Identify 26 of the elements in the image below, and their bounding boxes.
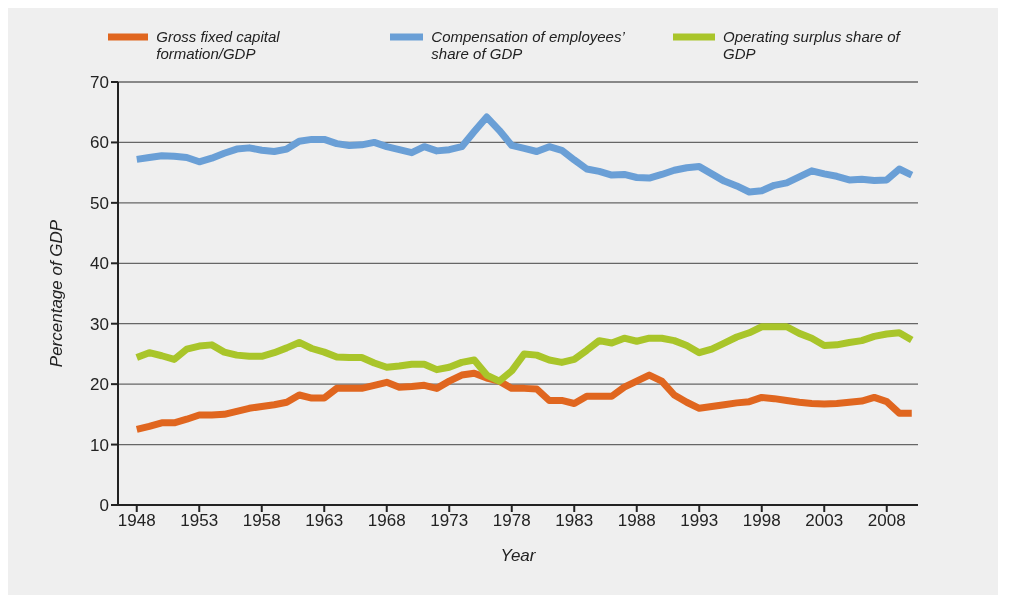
x-tick-label: 1963 (305, 511, 344, 531)
y-axis-title: Percentage of GDP (47, 219, 67, 368)
x-tick-label: 1958 (242, 511, 281, 531)
x-tick-label: 1973 (430, 511, 469, 531)
y-tick-label: 50 (90, 193, 109, 213)
y-tick-label: 20 (90, 375, 109, 395)
x-tick-label: 1968 (367, 511, 406, 531)
y-tick-label: 70 (90, 73, 109, 93)
x-tick-label: 1953 (180, 511, 219, 531)
y-tick-label: 10 (90, 435, 109, 455)
x-axis-title: Year (500, 546, 537, 565)
x-tick-label: 1988 (617, 511, 656, 531)
legend-label: Compensation of employees’ share of GDP (431, 28, 626, 62)
y-tick-label: 60 (90, 133, 109, 153)
x-tick-label: 2003 (805, 511, 844, 531)
x-tick-label: 1993 (680, 511, 719, 531)
y-tick-label: 40 (90, 254, 109, 274)
y-tick-label: 30 (90, 314, 109, 334)
x-tick-label: 1978 (492, 511, 531, 531)
x-tick-label: 1948 (117, 511, 156, 531)
x-tick-label: 1998 (742, 511, 781, 531)
y-tick-label: 0 (99, 496, 109, 516)
legend-label: Gross fixed capital formation/GDP (156, 28, 281, 62)
x-tick-label: 2008 (867, 511, 906, 531)
x-tick-label: 1983 (555, 511, 594, 531)
legend-label: Operating surplus share of GDP (723, 28, 902, 62)
